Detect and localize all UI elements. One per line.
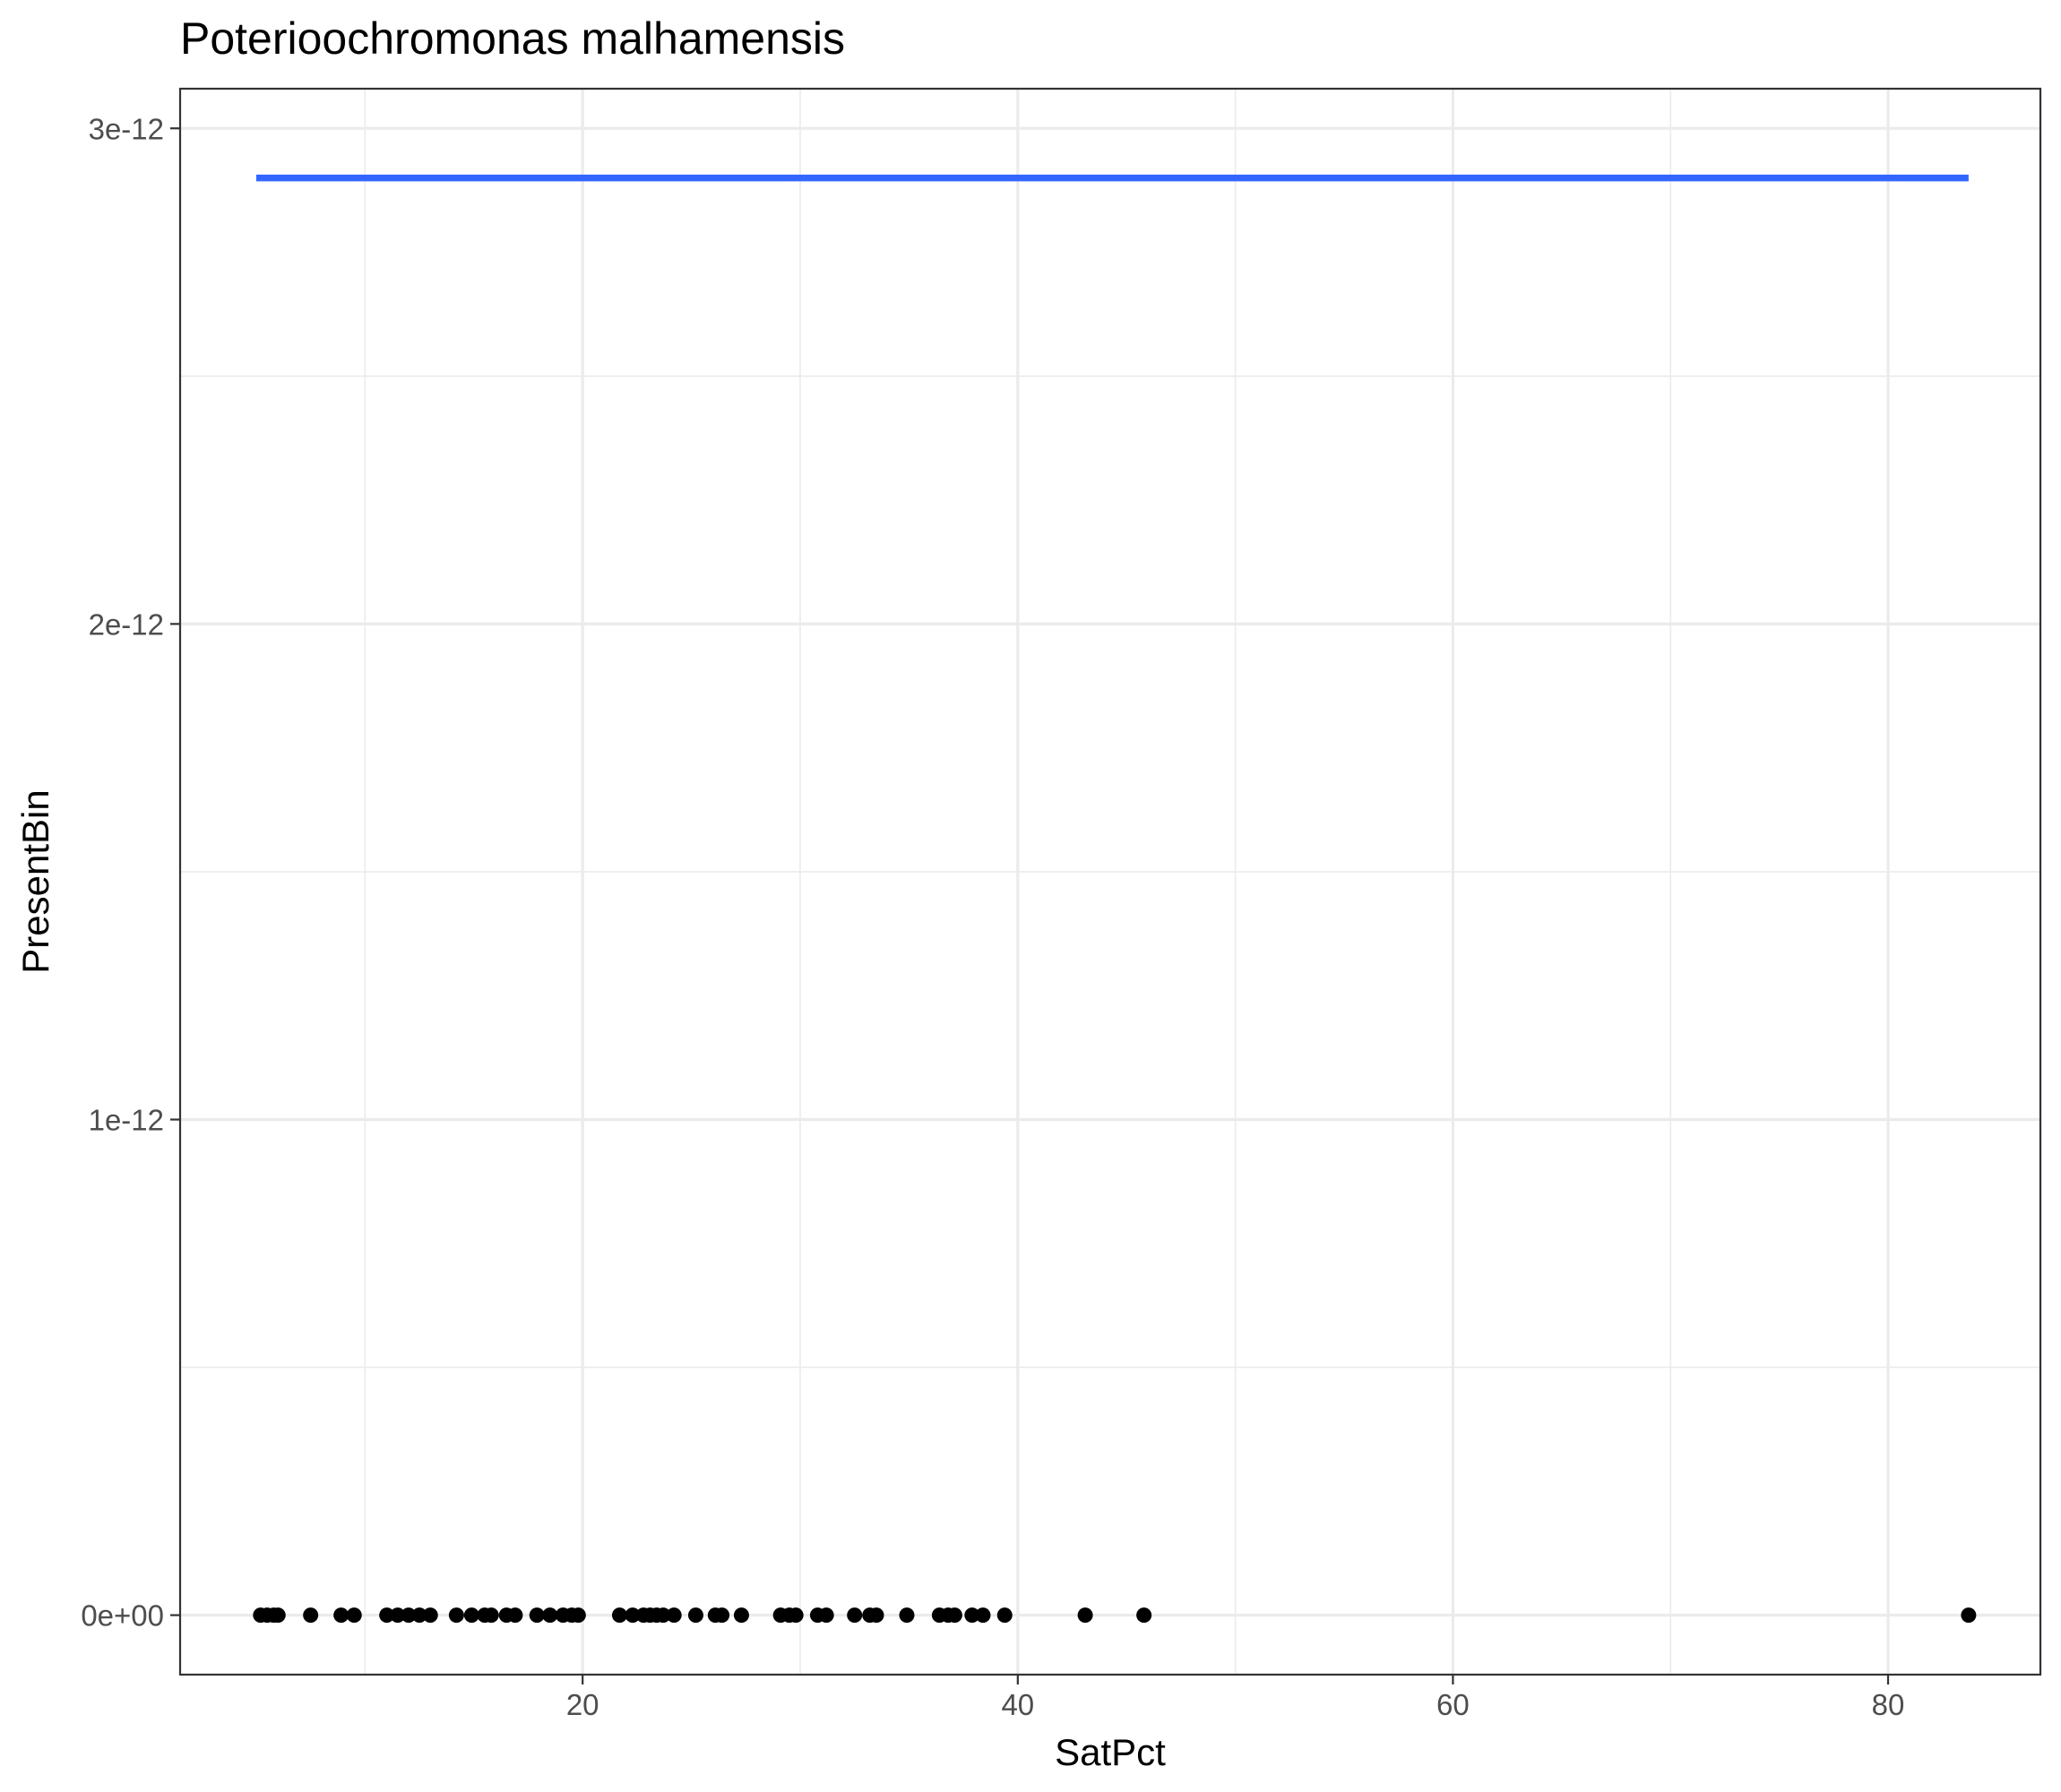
data-point [529,1607,545,1624]
data-point [625,1607,641,1624]
y-tick-label: 2e-12 [89,607,164,641]
panel-border [178,87,2042,1676]
data-point [542,1607,558,1624]
data-point [483,1607,499,1624]
data-point [1961,1607,1977,1624]
data-point [996,1607,1013,1624]
y-tick-label: 0e+00 [81,1599,164,1633]
data-point [788,1607,804,1624]
data-point [333,1607,349,1624]
x-tick-label: 20 [566,1688,599,1721]
data-point [714,1607,730,1624]
y-axis: 0e+00 1e-12 2e-12 3e-12 [81,112,180,1633]
data-point [303,1607,319,1624]
x-axis-title: SatPct [1055,1731,1166,1773]
data-point [818,1607,834,1624]
data-point [390,1607,406,1624]
y-tick-label: 1e-12 [89,1104,164,1137]
grid [180,89,2040,1675]
data-point [975,1607,991,1624]
x-tick-label: 40 [1001,1688,1034,1721]
data-point [611,1607,627,1624]
points-layer [253,1607,1977,1624]
data-point [463,1607,479,1624]
x-tick-label: 60 [1436,1688,1470,1721]
data-point [1136,1607,1152,1624]
data-point [346,1607,362,1624]
data-point [687,1607,703,1624]
data-point [448,1607,464,1624]
y-axis-title: PresentBin [14,789,56,973]
y-tick-label: 3e-12 [89,112,164,145]
data-point [946,1607,962,1624]
data-point [570,1607,586,1624]
data-point [411,1607,427,1624]
x-tick-label: 80 [1872,1688,1905,1721]
data-point [868,1607,884,1624]
data-point [401,1607,417,1624]
data-point [666,1607,682,1624]
chart-title: Poterioochromonas malhamensis [180,13,845,64]
data-point [422,1607,438,1624]
data-point [507,1607,523,1624]
data-point [655,1607,671,1624]
data-point [1077,1607,1093,1624]
data-point [379,1607,395,1624]
x-axis: 20 40 60 80 [566,1675,1905,1721]
data-point [964,1607,980,1624]
data-point [899,1607,915,1624]
data-point [847,1607,863,1624]
data-point [270,1607,286,1624]
data-point [733,1607,749,1624]
